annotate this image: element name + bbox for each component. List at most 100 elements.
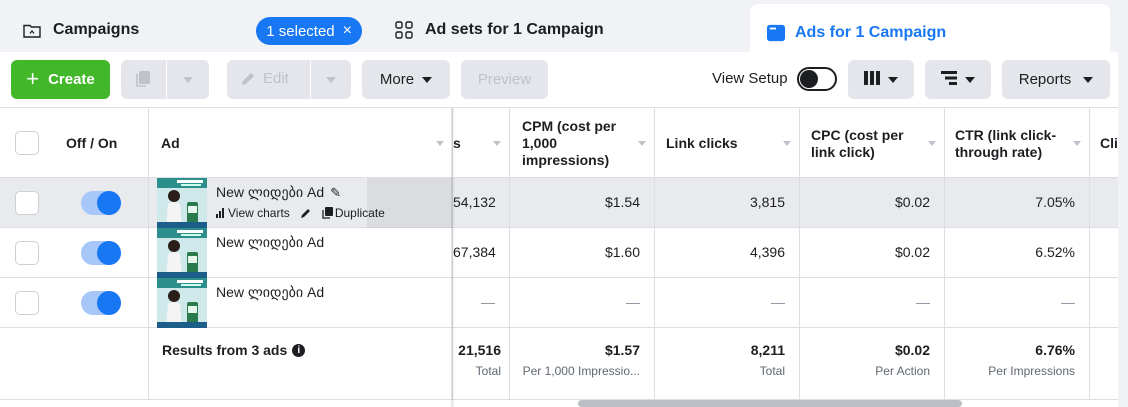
column-header-ad[interactable]: Ad — [148, 108, 453, 178]
totals-row: Results from 3 ads i 21,516 Total $1.57 … — [0, 328, 1118, 400]
view-setup-toggle[interactable] — [797, 67, 837, 91]
total-cpc-value: $0.02 — [894, 342, 930, 358]
pencil-icon — [240, 71, 256, 91]
pencil-icon[interactable]: ✎ — [330, 185, 342, 200]
impressions-cell: — — [453, 278, 510, 327]
sort-icon[interactable] — [638, 141, 646, 146]
frozen-column-shadow — [451, 108, 455, 407]
ad-name-cell[interactable]: New ლიდები Ad — [148, 278, 453, 328]
link-clicks-cell: — — [655, 278, 800, 327]
total-cpm-sub: Per 1,000 Impressio... — [522, 364, 640, 378]
impressions-value: — — [481, 294, 495, 310]
reports-button[interactable]: Reports — [1002, 60, 1110, 99]
total-cpm-cell: $1.57 Per 1,000 Impressio... — [510, 328, 655, 399]
column-header-cpc[interactable]: CPC (cost per link click) — [800, 108, 945, 178]
ad-name[interactable]: New ლიდები Ad — [216, 234, 325, 250]
tab-campaigns[interactable]: Campaigns 1 selected × — [6, 4, 368, 56]
column-header-cpm[interactable]: CPM (cost per 1,000 impressions) — [510, 108, 655, 178]
totals-label-cell: Results from 3 ads i — [148, 328, 453, 399]
ad-thumbnail — [157, 178, 207, 228]
edit-icon-link[interactable] — [300, 207, 312, 219]
table-row[interactable]: New ლიდები Ad — — — — — — [0, 278, 1118, 328]
column-header-clicks-label: Cli — [1100, 135, 1118, 151]
ad-status-toggle[interactable] — [81, 191, 121, 215]
tab-adsets[interactable]: Ad sets for 1 Campaign — [378, 4, 738, 56]
row-checkbox[interactable] — [15, 191, 39, 215]
sort-icon[interactable] — [493, 141, 501, 146]
toggle-knob — [97, 241, 121, 265]
edit-label: Edit — [263, 70, 289, 87]
row-checkbox[interactable] — [15, 241, 39, 265]
ad-status-toggle[interactable] — [81, 241, 121, 265]
column-header-clicks[interactable]: Cli — [1090, 108, 1118, 178]
horizontal-scrollbar[interactable] — [578, 400, 962, 407]
total-link-clicks-value: 8,211 — [750, 342, 785, 358]
ad-name[interactable]: New ლიდები Ad ✎ — [216, 184, 341, 201]
create-button[interactable]: + Create — [11, 60, 110, 99]
view-charts-link[interactable]: View charts — [216, 206, 290, 220]
selected-count-pill[interactable]: 1 selected × — [256, 17, 362, 45]
cpc-cell: $0.02 — [800, 178, 945, 227]
chevron-down-icon[interactable] — [326, 77, 336, 83]
sort-icon[interactable] — [783, 141, 791, 146]
chevron-down-icon — [1083, 76, 1094, 83]
table-row[interactable]: New ლიდები Ad ✎ View charts Duplicate 54,… — [0, 178, 1118, 228]
preview-button[interactable]: Preview — [461, 60, 548, 99]
columns-button[interactable] — [848, 60, 914, 99]
total-link-clicks-cell: 8,211 Total — [655, 328, 800, 399]
impressions-cell: 54,132 — [453, 178, 510, 227]
pencil-icon — [300, 209, 310, 218]
ad-status-toggle[interactable] — [81, 291, 121, 315]
edit-split-button[interactable]: Edit — [227, 60, 351, 99]
column-header-ctr[interactable]: CTR (link click-through rate) — [945, 108, 1090, 178]
preview-label: Preview — [477, 71, 532, 88]
duplicate-icon — [135, 70, 151, 92]
total-cpm-value: $1.57 — [604, 342, 640, 358]
ctr-value: 6.52% — [1035, 244, 1075, 260]
sort-icon[interactable] — [436, 141, 444, 146]
table-row[interactable]: New ლიდები Ad 67,384 $1.60 4,396 $0.02 6… — [0, 228, 1118, 278]
selected-count-label: 1 selected — [266, 22, 335, 40]
column-header-off-on: Off / On — [66, 135, 118, 151]
row-checkbox[interactable] — [15, 291, 39, 315]
duplicate-link[interactable]: Duplicate — [322, 206, 385, 220]
column-header-impressions[interactable]: s — [453, 108, 510, 178]
chevron-down-icon — [888, 76, 898, 83]
ad-thumbnail — [157, 228, 207, 278]
adsets-grid-icon — [395, 21, 413, 39]
breakdown-button[interactable] — [925, 60, 991, 99]
view-charts-label: View charts — [228, 206, 290, 220]
header-select-off-on: Off / On — [0, 108, 148, 178]
ctr-cell: — — [945, 278, 1090, 327]
column-header-ctr-label: CTR (link click-through rate) — [955, 127, 1057, 160]
sort-icon[interactable] — [1073, 141, 1081, 146]
toggle-knob — [97, 191, 121, 215]
info-icon[interactable]: i — [292, 343, 306, 357]
link-clicks-value: 4,396 — [749, 244, 785, 260]
ad-name-cell[interactable]: New ლიდები Ad — [148, 228, 453, 278]
total-impressions-sub: Total — [475, 364, 501, 378]
cpm-cell: $1.54 — [510, 178, 655, 227]
link-clicks-cell: 3,815 — [655, 178, 800, 227]
select-all-checkbox[interactable] — [15, 131, 39, 155]
ad-name-cell[interactable]: New ლიდები Ad ✎ View charts Duplicate — [148, 178, 453, 228]
ad-name[interactable]: New ლიდები Ad — [216, 284, 325, 300]
tab-ads-label: Ads for 1 Campaign — [795, 24, 947, 41]
more-label: More — [379, 71, 415, 88]
cpc-value: — — [916, 294, 930, 310]
reports-label: Reports — [1018, 71, 1072, 88]
cpm-value: $1.60 — [604, 244, 640, 260]
tab-campaigns-label: Campaigns — [53, 21, 140, 38]
clear-selection-icon[interactable]: × — [342, 22, 352, 39]
duplicate-split-button[interactable] — [121, 60, 209, 99]
duplicate-icon — [322, 207, 333, 219]
column-header-ad-label: Ad — [161, 135, 180, 151]
split-divider — [310, 60, 311, 99]
toolbar: + Create Edit More Preview View Setup — [0, 52, 1118, 107]
sort-icon[interactable] — [928, 141, 936, 146]
more-button[interactable]: More — [362, 60, 450, 99]
column-header-link-clicks[interactable]: Link clicks — [655, 108, 800, 178]
cpc-value: $0.02 — [894, 194, 930, 210]
cpm-cell: — — [510, 278, 655, 327]
chevron-down-icon[interactable] — [183, 77, 193, 83]
